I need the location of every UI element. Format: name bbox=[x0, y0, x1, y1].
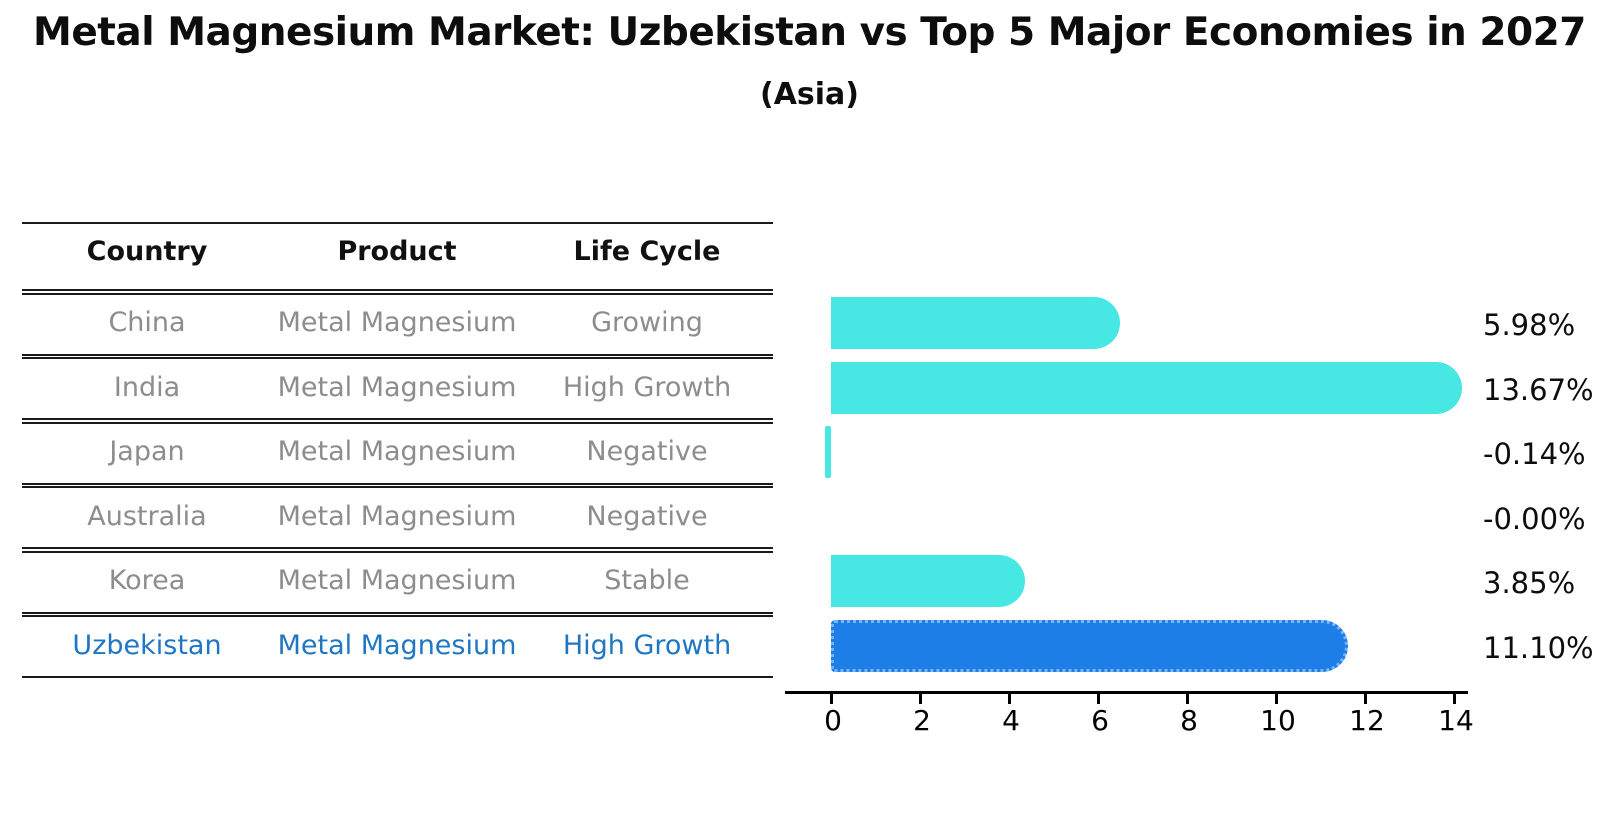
x-tick bbox=[1274, 693, 1278, 704]
table-row-line bbox=[22, 550, 773, 553]
table-top-line bbox=[22, 222, 773, 224]
table-row-line bbox=[22, 289, 773, 291]
row-product-cell: Metal Magnesium bbox=[277, 307, 517, 338]
table-bottom-line bbox=[22, 676, 773, 678]
x-tick bbox=[1096, 693, 1100, 704]
x-tick-label: 12 bbox=[1349, 704, 1385, 737]
table-row-line bbox=[22, 421, 773, 424]
row-product-cell: Metal Magnesium bbox=[277, 436, 517, 467]
x-tick-label: 4 bbox=[1002, 704, 1020, 737]
value-label: -0.00% bbox=[1483, 501, 1586, 536]
table-row-line bbox=[22, 547, 773, 549]
row-product-cell: Metal Magnesium bbox=[277, 371, 517, 403]
bar-negative bbox=[824, 426, 831, 478]
x-tick bbox=[1452, 693, 1456, 704]
row-country-cell: Uzbekistan bbox=[72, 629, 222, 661]
value-label: 13.67% bbox=[1483, 372, 1594, 407]
row-lifecycle-cell: Negative bbox=[586, 436, 708, 467]
x-axis bbox=[785, 691, 1468, 694]
x-tick-label: 2 bbox=[913, 704, 931, 737]
bar bbox=[831, 297, 1121, 349]
table-header-country: Country bbox=[86, 236, 208, 267]
row-lifecycle-cell: Negative bbox=[586, 500, 708, 532]
table-row-line bbox=[22, 353, 773, 356]
row-country-cell: Australia bbox=[87, 500, 207, 532]
x-tick bbox=[1007, 693, 1011, 704]
row-country-cell: China bbox=[108, 307, 186, 338]
table-row-line bbox=[22, 418, 773, 420]
row-product-cell: Metal Magnesium bbox=[277, 629, 517, 661]
table-row-line bbox=[22, 482, 773, 485]
table-header-lifecycle: Life Cycle bbox=[573, 236, 721, 267]
table-row-line bbox=[22, 486, 773, 489]
chart-subtitle: (Asia) bbox=[759, 77, 860, 112]
value-label: 5.98% bbox=[1483, 308, 1576, 342]
row-country-cell: Japan bbox=[109, 436, 185, 467]
row-lifecycle-cell: Growing bbox=[591, 307, 703, 338]
bar bbox=[831, 361, 1463, 414]
row-lifecycle-cell: High Growth bbox=[562, 629, 732, 661]
x-tick-label: 0 bbox=[824, 704, 842, 737]
row-product-cell: Metal Magnesium bbox=[277, 565, 517, 596]
table-row-line bbox=[22, 615, 773, 618]
value-label: -0.14% bbox=[1483, 437, 1586, 471]
chart-title: Metal Magnesium Market: Uzbekistan vs To… bbox=[33, 10, 1586, 55]
row-country-cell: India bbox=[113, 371, 181, 403]
x-tick bbox=[1185, 693, 1189, 704]
row-country-cell: Korea bbox=[108, 565, 186, 596]
x-tick-label: 14 bbox=[1438, 704, 1474, 737]
x-tick bbox=[918, 693, 922, 704]
table-header-product: Product bbox=[337, 236, 457, 267]
table-row-line bbox=[22, 611, 773, 614]
row-lifecycle-cell: Stable bbox=[604, 565, 690, 596]
x-tick bbox=[829, 693, 833, 704]
value-label: 11.10% bbox=[1483, 630, 1594, 665]
table-row-line bbox=[22, 357, 773, 360]
x-tick bbox=[1363, 693, 1367, 704]
x-tick-label: 8 bbox=[1180, 704, 1198, 737]
x-tick-label: 10 bbox=[1260, 704, 1296, 737]
bar-highlight bbox=[831, 619, 1348, 672]
row-lifecycle-cell: High Growth bbox=[562, 371, 732, 403]
table-row-line bbox=[22, 292, 773, 295]
bar bbox=[831, 555, 1026, 607]
row-product-cell: Metal Magnesium bbox=[277, 500, 517, 532]
x-tick-label: 6 bbox=[1091, 704, 1109, 737]
value-label: 3.85% bbox=[1483, 566, 1576, 600]
